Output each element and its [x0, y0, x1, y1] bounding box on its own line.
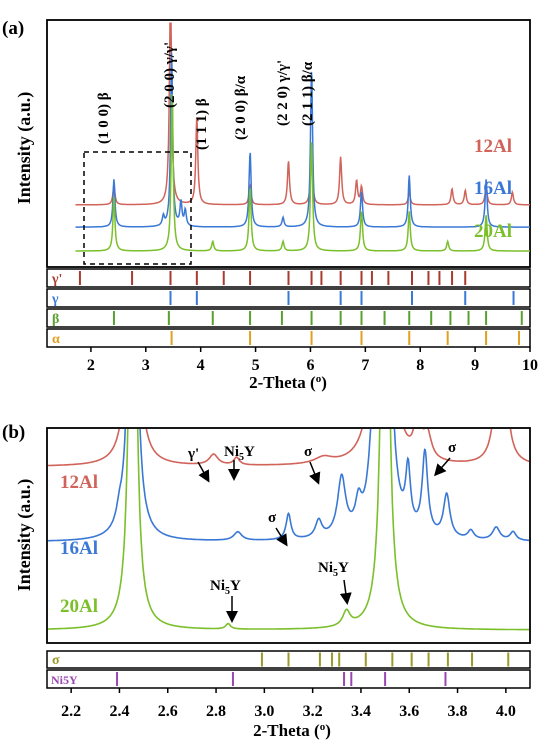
annot-ni5y-top-y: Y: [244, 444, 255, 460]
arrow-sigma-right: [434, 457, 451, 477]
series-label-12al-a: 12Al: [474, 136, 512, 157]
x-tick-label-a-1: 3: [142, 357, 150, 374]
curve-16al-b: [48, 429, 529, 542]
peak-label-100-beta: (1 0 0) β: [96, 92, 112, 144]
panel-a-ref-strip-1: [46, 268, 531, 288]
annot-ni5y-right-ni: Ni: [318, 560, 333, 576]
series-label-16al-b: 16Al: [60, 538, 98, 559]
peak-label-200-gamma: (2 0 0) γ/γ': [162, 42, 178, 108]
x-tick-label-b-8: 3.8: [448, 703, 468, 720]
x-tick-label-b-9: 4.0: [496, 703, 516, 720]
arrow-ni5y-right: [339, 579, 352, 605]
x-tick-label-b-0: 2.2: [61, 703, 81, 720]
annot-ni5y-top-ni: Ni: [224, 444, 239, 460]
panel-b-xlabel-main: 2-Theta (: [253, 721, 320, 740]
phase-label-beta: β: [52, 312, 59, 327]
phase-label-gamma: γ: [51, 292, 59, 307]
panel-b-plot-frame: [46, 427, 531, 644]
panel-a-peak-labels: (1 0 0) β (2 0 0) γ/γ' (1 1 1) β (2 0 0)…: [96, 42, 316, 150]
x-tick-label-b-7: 3.6: [399, 703, 419, 720]
series-label-16al-a: 16Al: [474, 178, 512, 199]
panel-a-xlabel-sup: o: [316, 373, 322, 385]
x-tick-label-a-5: 7: [361, 357, 369, 374]
panel-b-ylabel: Intensity (a.u.): [14, 479, 35, 592]
x-tick-label-b-5: 3.2: [303, 703, 323, 720]
panel-a-ylabel: Intensity (a.u.): [14, 92, 35, 205]
phase-label-sigma: σ: [52, 653, 60, 668]
annot-ni5y-bottom-ni: Ni: [210, 578, 225, 594]
x-tick-label-b-4: 3.0: [254, 703, 274, 720]
panel-a-reference-ticks: [78, 271, 523, 345]
annot-sigma-mid: σ: [268, 510, 277, 526]
panel-b-xlabel-close: ): [325, 721, 331, 740]
peak-label-111-beta: (1 1 1) β: [194, 98, 210, 150]
peak-label-211-beta-alpha: (2 1 1) β/α: [300, 61, 316, 126]
panel-b-ref-strip-sigma: [46, 650, 531, 669]
annot-ni5y-bottom-y: Y: [230, 578, 241, 594]
x-tick-label-a-0: 2: [87, 357, 95, 374]
panel-a-ref-strip-4: [46, 328, 531, 348]
annot-ni5y-right: Ni5Y: [318, 560, 349, 579]
x-tick-label-b-3: 2.8: [206, 703, 226, 720]
panel-a-label: (a): [2, 18, 24, 39]
annot-ni5y-right-sub: 5: [333, 568, 338, 579]
panel-b-curves: [48, 429, 529, 631]
panel-a-xlabel-close: ): [321, 373, 327, 392]
x-tick-label-a-7: 9: [471, 357, 479, 374]
phase-label-ni5y: Ni5Y: [51, 673, 78, 687]
panel-b-xlabel-sup: o: [320, 721, 326, 733]
panel-a-xlabel: 2-Theta (o): [249, 373, 327, 392]
x-tick-label-b-6: 3.4: [351, 703, 371, 720]
annot-ni5y-bottom-sub: 5: [225, 586, 230, 597]
arrow-gamma-prime: [197, 461, 210, 483]
annot-sigma-right: σ: [448, 440, 457, 456]
x-tick-label-a-2: 4: [197, 357, 205, 374]
panel-b-reference-ticks: [116, 652, 510, 686]
panel-b-x-ticks: 2.2 2.4 2.6 2.8 3.0 3.2 3.4 3.6 3.8 4.0: [61, 688, 516, 720]
arrow-sigma-mid: [275, 527, 288, 547]
arrow-sigma-top: [309, 461, 321, 485]
panel-a-xlabel-main: 2-Theta (: [249, 373, 316, 392]
panel-b-xlabel: 2-Theta (o): [253, 721, 331, 740]
annot-ni5y-bottom: Ni5Y: [210, 578, 241, 597]
series-label-20al-b: 20Al: [60, 596, 98, 617]
panel-a-plot-frame: [46, 19, 531, 268]
x-tick-label-b-2: 2.6: [158, 703, 178, 720]
curve-20al-b: [48, 429, 529, 631]
series-label-20al-a: 20Al: [474, 221, 512, 242]
peak-label-220-gamma: (2 2 0) γ/γ': [275, 60, 291, 126]
peak-label-200-beta-alpha: (2 0 0) β/α: [233, 75, 249, 140]
panel-b-label: (b): [2, 422, 25, 443]
panel-a-curves: [75, 22, 530, 252]
phase-label-alpha: α: [52, 332, 60, 347]
annot-ni5y-right-y: Y: [338, 560, 349, 576]
phase-label-gamma-prime: γ': [51, 272, 62, 287]
x-tick-label-b-1: 2.4: [109, 703, 129, 720]
curve-16al-a: [75, 52, 530, 228]
curve-12al-b: [48, 429, 529, 467]
x-tick-label-a-8: 10: [522, 357, 538, 374]
x-tick-label-a-3: 5: [252, 357, 260, 374]
annot-ni5y-top: Ni5Y: [224, 444, 255, 463]
annot-sigma-top: σ: [304, 444, 313, 460]
panel-b-ref-strip-ni5y: [46, 669, 531, 689]
annot-ni5y-top-sub: 5: [239, 452, 244, 463]
annot-gamma-prime: γ': [187, 446, 199, 462]
curve-12al-a: [75, 22, 530, 206]
series-label-12al-b: 12Al: [60, 472, 98, 493]
panel-b-annotations: γ' Ni5Y σ σ σ Ni5Y Ni5Y: [187, 440, 457, 623]
curve-20al-a: [75, 94, 530, 252]
panel-a-x-ticks: 2 3 4 5 6 7 8 9 10: [87, 347, 538, 374]
panel-a-ref-strip-2: [46, 288, 531, 308]
panel-a-zoom-box: [83, 151, 192, 265]
x-tick-label-a-4: 6: [306, 357, 314, 374]
x-tick-label-a-6: 8: [416, 357, 424, 374]
panel-a-ref-strip-3: [46, 308, 531, 328]
